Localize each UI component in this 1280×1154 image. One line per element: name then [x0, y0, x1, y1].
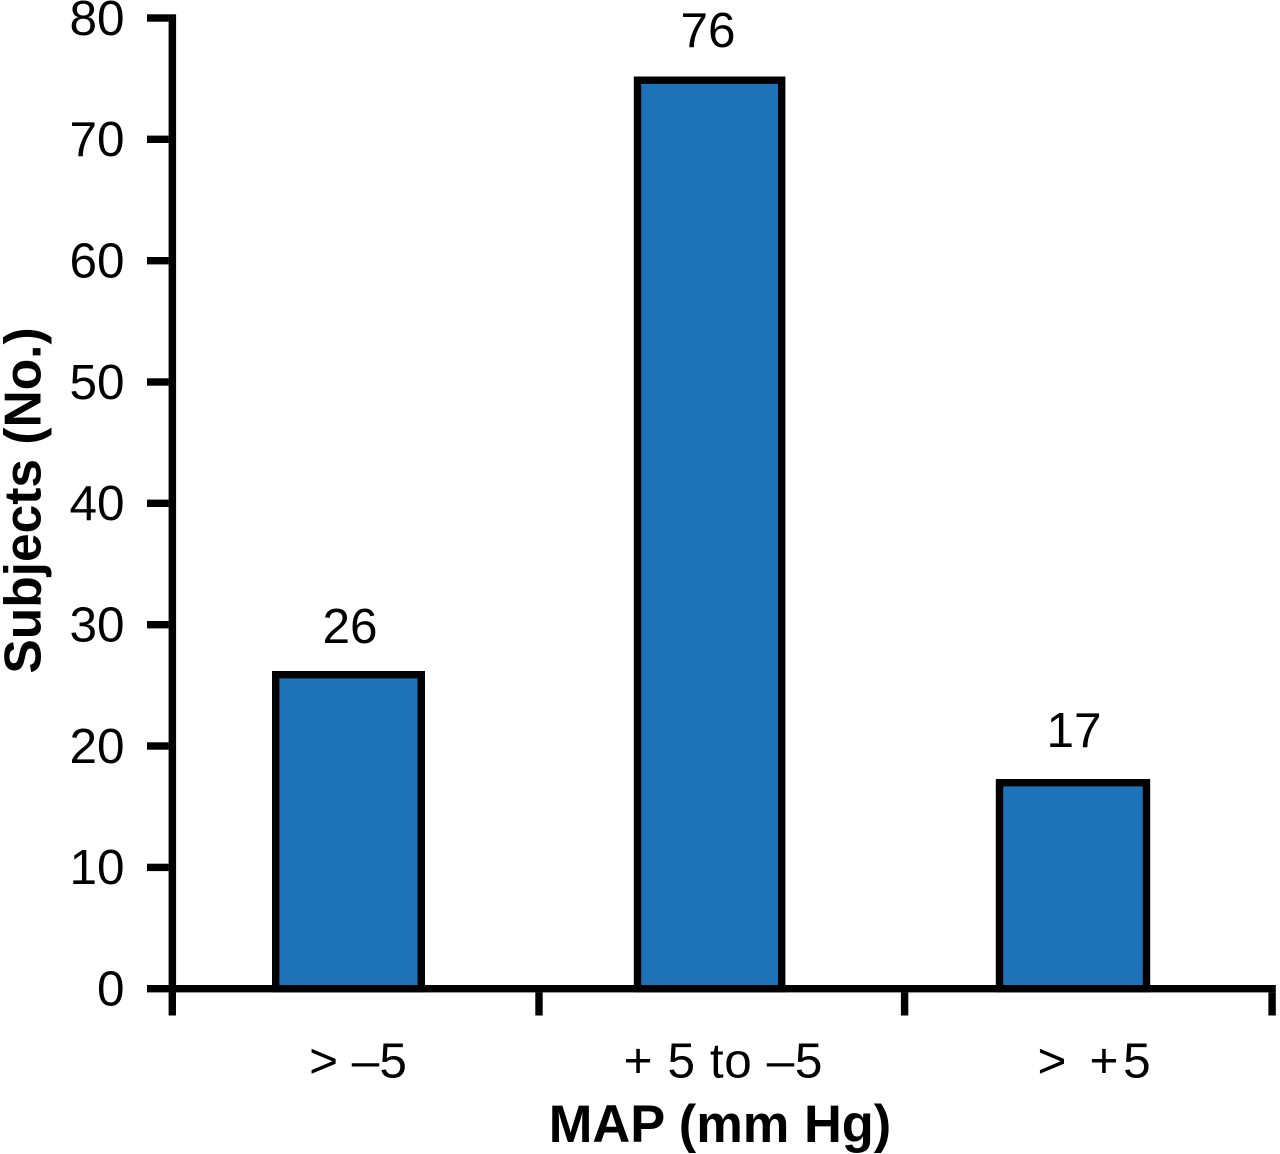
- svg-text:Subjects (No.): Subjects (No.): [0, 327, 51, 673]
- svg-text:10: 10: [69, 840, 124, 895]
- svg-text:0: 0: [97, 962, 125, 1017]
- svg-text:70: 70: [69, 112, 124, 167]
- svg-text:+ 5 to –5: + 5 to –5: [624, 1033, 823, 1088]
- svg-text:40: 40: [69, 476, 124, 531]
- svg-text:26: 26: [322, 599, 377, 654]
- svg-text:30: 30: [69, 598, 124, 653]
- svg-text:> –5: > –5: [309, 1033, 407, 1088]
- svg-text:20: 20: [69, 719, 124, 774]
- svg-text:17: 17: [1046, 703, 1101, 758]
- svg-text:60: 60: [69, 234, 124, 289]
- svg-text:76: 76: [680, 3, 735, 58]
- svg-text:80: 80: [69, 0, 124, 46]
- svg-text:> +5: > +5: [1037, 1033, 1155, 1088]
- svg-text:MAP (mm Hg): MAP (mm Hg): [549, 1096, 891, 1154]
- svg-text:50: 50: [69, 355, 124, 410]
